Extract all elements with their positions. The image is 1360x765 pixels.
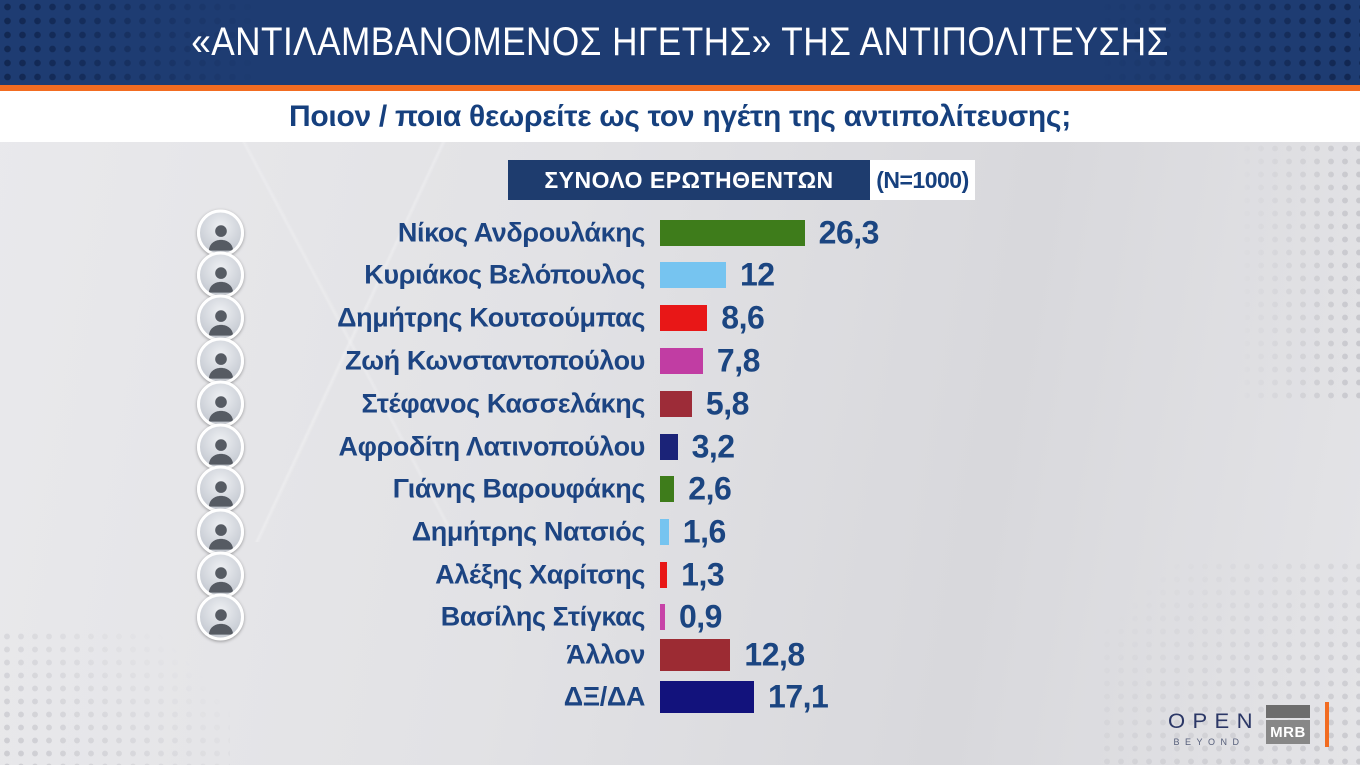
person-icon bbox=[208, 524, 233, 550]
candidate-name: Στέφανος Κασσελάκης bbox=[361, 388, 646, 419]
candidate-avatar bbox=[197, 508, 244, 556]
result-bar bbox=[660, 519, 669, 546]
candidate-name: Αφροδίτη Λατινοπούλου bbox=[338, 431, 646, 461]
person-icon bbox=[208, 438, 233, 465]
result-bar bbox=[660, 390, 692, 417]
page-title: «ΑΝΤΙΛΑΜΒΑΝΟΜΕΝΟΣ ΗΓΕΤΗΣ» ΤΗΣ ΑΝΤΙΠΟΛΙΤΕ… bbox=[191, 20, 1169, 64]
candidate-avatar bbox=[197, 551, 244, 599]
header-dot-pattern-left bbox=[0, 0, 260, 85]
candidate-avatar bbox=[197, 593, 244, 641]
candidate-name: Άλλον bbox=[566, 639, 645, 669]
orange-tick-decor bbox=[1325, 702, 1329, 747]
dot-pattern-bottom-left bbox=[0, 630, 230, 765]
candidate-name: Ζωή Κωνσταντοπούλου bbox=[345, 345, 645, 376]
candidate-name: Κυριάκος Βελόπουλος bbox=[364, 259, 645, 290]
result-bar bbox=[660, 433, 678, 460]
person-icon bbox=[208, 609, 233, 635]
result-bar bbox=[660, 476, 675, 503]
result-value: 5,8 bbox=[705, 385, 749, 422]
person-icon bbox=[208, 395, 233, 422]
candidate-name: Γιάνης Βαρουφάκης bbox=[392, 473, 646, 504]
open-logo-text: OPEN bbox=[1168, 710, 1260, 733]
result-value: 1,6 bbox=[682, 513, 726, 550]
person-icon bbox=[208, 224, 233, 251]
candidate-avatar bbox=[197, 380, 244, 428]
person-icon bbox=[208, 353, 233, 379]
candidate-name: Αλέξης Χαρίτσης bbox=[435, 559, 645, 590]
person-icon bbox=[208, 567, 233, 593]
person-icon bbox=[208, 481, 233, 507]
result-bar bbox=[660, 305, 708, 332]
person-icon bbox=[208, 310, 233, 336]
accent-stripe bbox=[0, 85, 1360, 91]
result-value: 26,3 bbox=[818, 214, 880, 250]
sample-size: (N=1000) bbox=[870, 160, 975, 200]
candidate-name: Βασίλης Στίγκας bbox=[440, 601, 646, 632]
result-value: 0,9 bbox=[678, 598, 722, 635]
candidate-name: Νίκος Ανδρουλάκης bbox=[397, 217, 645, 247]
candidate-avatar bbox=[197, 465, 244, 513]
candidate-avatar bbox=[197, 337, 244, 385]
sample-header: ΣΥΝΟΛΟ ΕΡΩΤΗΘΕΝΤΩΝ (N=1000) bbox=[508, 160, 975, 200]
header-dot-pattern-right bbox=[1100, 0, 1360, 85]
candidate-avatar bbox=[197, 209, 244, 256]
result-bar bbox=[660, 604, 665, 630]
candidate-avatar bbox=[197, 423, 244, 470]
candidate-avatar bbox=[197, 294, 244, 342]
result-bar bbox=[660, 347, 703, 374]
candidate-name: Δημήτρης Νατσιός bbox=[411, 516, 646, 547]
mrb-logo-text: MRB bbox=[1266, 720, 1310, 744]
result-value: 17,1 bbox=[768, 678, 829, 714]
open-tv-logo: OPEN BEYOND bbox=[1168, 710, 1253, 747]
result-value: 2,6 bbox=[688, 470, 732, 507]
result-value: 8,6 bbox=[721, 299, 765, 336]
result-bar bbox=[660, 638, 731, 671]
candidate-name: ΔΞ/ΔΑ bbox=[563, 681, 646, 711]
question-band: Ποιον / ποια θεωρείτε ως τον ηγέτη της α… bbox=[0, 91, 1360, 142]
result-bar bbox=[660, 561, 668, 588]
survey-question: Ποιον / ποια θεωρείτε ως τον ηγέτη της α… bbox=[289, 99, 1071, 133]
result-value: 12,8 bbox=[744, 636, 805, 672]
result-bar bbox=[660, 219, 805, 246]
mrb-logo-bar bbox=[1266, 705, 1310, 718]
result-value: 12 bbox=[740, 256, 775, 293]
header-bar: «ΑΝΤΙΛΑΜΒΑΝΟΜΕΝΟΣ ΗΓΕΤΗΣ» ΤΗΣ ΑΝΤΙΠΟΛΙΤΕ… bbox=[0, 0, 1360, 85]
dot-pattern-right bbox=[1240, 142, 1360, 402]
candidate-avatar bbox=[197, 251, 244, 299]
result-value: 7,8 bbox=[716, 342, 760, 379]
result-bar bbox=[660, 680, 755, 713]
open-logo-subtext: BEYOND bbox=[1173, 737, 1245, 747]
result-bar bbox=[660, 262, 726, 289]
result-value: 3,2 bbox=[691, 428, 735, 464]
person-icon bbox=[208, 267, 233, 293]
mrb-logo: MRB bbox=[1266, 705, 1310, 744]
candidate-name: Δημήτρης Κουτσούμπας bbox=[337, 302, 645, 333]
sample-label: ΣΥΝΟΛΟ ΕΡΩΤΗΘΕΝΤΩΝ bbox=[508, 160, 870, 200]
result-value: 1,3 bbox=[681, 556, 725, 593]
